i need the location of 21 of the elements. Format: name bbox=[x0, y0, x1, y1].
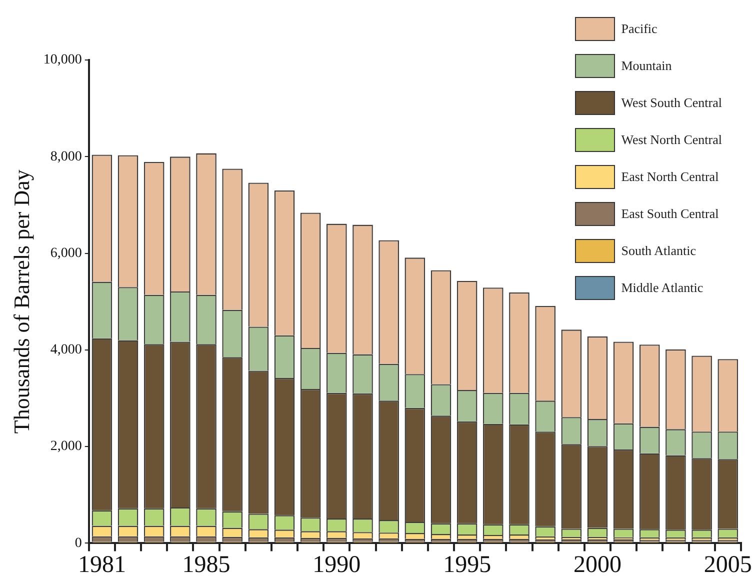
x-tick-label: 1990 bbox=[312, 552, 361, 578]
y-tick-label: 8,000 bbox=[50, 149, 82, 164]
legend-label: West South Central bbox=[621, 94, 722, 110]
legend-label: East North Central bbox=[621, 168, 719, 184]
x-tick-label: 1995 bbox=[443, 552, 492, 578]
x-tick-label: 2005 bbox=[704, 552, 752, 578]
y-tick-label: 2,000 bbox=[50, 439, 82, 454]
y-tick-label: 4,000 bbox=[50, 342, 82, 358]
y-tick-label: 10,000 bbox=[43, 52, 82, 68]
legend-label: Pacific bbox=[621, 20, 658, 36]
legend-label: West North Central bbox=[621, 132, 722, 148]
legend-label: East South Central bbox=[621, 206, 719, 222]
legend-label: South Atlantic bbox=[621, 242, 696, 258]
legend-label: Middle Atlantic bbox=[621, 280, 704, 296]
y-tick-label: 0 bbox=[74, 536, 82, 551]
x-tick-label: 2000 bbox=[573, 552, 622, 578]
legend-label: Mountain bbox=[621, 58, 672, 74]
y-axis-title: Thousands of Barrels per Day bbox=[8, 170, 34, 434]
y-tick-label: 6,000 bbox=[50, 246, 82, 261]
x-tick-label: 1981 bbox=[78, 552, 126, 578]
x-tick-label: 1985 bbox=[182, 552, 230, 578]
